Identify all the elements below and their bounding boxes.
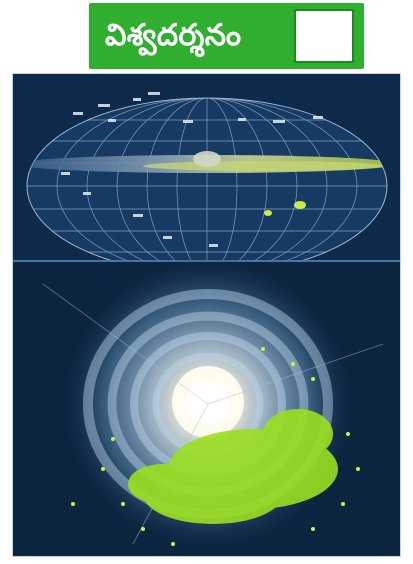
galaxy-spiral	[42, 254, 384, 554]
sky-map	[26, 92, 388, 275]
title-empty-box	[294, 9, 354, 63]
title-banner: విశ్వదర్శనం	[89, 3, 364, 69]
page-title: విశ్వదర్శనం	[105, 18, 242, 53]
astronomy-figure-svg	[13, 74, 400, 556]
astronomy-figure	[12, 73, 401, 557]
